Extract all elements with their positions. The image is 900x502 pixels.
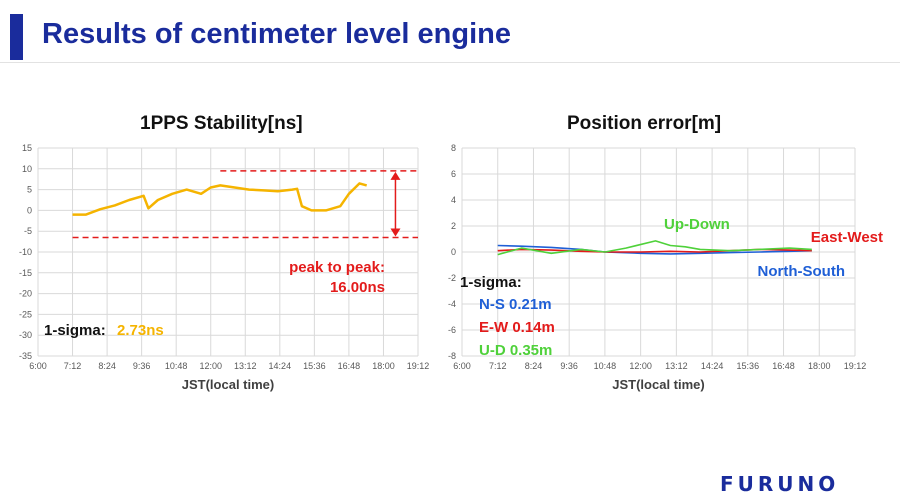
pps-x-tick-label: 14:24 — [269, 361, 292, 371]
pps-x-tick-label: 18:00 — [372, 361, 395, 371]
pos-y-tick-label: 4 — [451, 195, 456, 205]
pos-series-label-up-down: Up-Down — [664, 216, 730, 233]
pps-y-tick-label: -10 — [19, 247, 32, 257]
pos-x-tick-label: 8:24 — [525, 361, 543, 371]
slide-title: Results of centimeter level engine — [42, 18, 511, 50]
pps-y-tick-label: -20 — [19, 289, 32, 299]
pps-y-tick-label: 15 — [22, 143, 32, 153]
pps-y-tick-label: 0 — [27, 205, 32, 215]
pos-y-tick-label: 6 — [451, 169, 456, 179]
pps-x-tick-label: 8:24 — [98, 361, 116, 371]
pos-x-tick-label: 12:00 — [629, 361, 652, 371]
pos-sigma-ud: U-D 0.35m — [479, 342, 552, 359]
pps-series-line — [72, 182, 368, 216]
pps-y-tick-label: 5 — [27, 185, 32, 195]
peak-to-peak-label: peak to peak: — [289, 259, 385, 276]
peak-arrow-head-up — [390, 171, 401, 180]
pos-x-axis-label: JST(local time) — [612, 377, 704, 392]
pps-x-tick-label: 9:36 — [133, 361, 151, 371]
pos-series-up-down — [497, 240, 812, 256]
pos-sigma-ew: E-W 0.14m — [479, 319, 555, 336]
pps-sigma-label: 1-sigma: — [44, 322, 106, 339]
pps-x-axis-label: JST(local time) — [182, 377, 274, 392]
pos-x-tick-label: 19:12 — [844, 361, 867, 371]
pos-y-tick-label: -2 — [448, 273, 456, 283]
position-chart-title: Position error[m] — [567, 113, 722, 134]
pos-series-label-north-south: North-South — [758, 263, 845, 280]
pos-x-tick-label: 9:36 — [560, 361, 578, 371]
pps-y-tick-label: -30 — [19, 330, 32, 340]
pps-y-tick-label: 10 — [22, 164, 32, 174]
pos-series-north-south — [497, 244, 812, 255]
pos-sigma-label: 1-sigma: — [460, 274, 522, 291]
pps-x-tick-label: 6:00 — [29, 361, 47, 371]
pos-y-tick-label: -6 — [448, 325, 456, 335]
pps-x-tick-label: 16:48 — [338, 361, 361, 371]
peak-to-peak-value: 16.00ns — [330, 279, 385, 296]
pps-y-tick-label: -15 — [19, 268, 32, 278]
pos-x-tick-label: 13:12 — [665, 361, 688, 371]
pps-y-tick-label: -25 — [19, 309, 32, 319]
pps-y-tick-label: -35 — [19, 351, 32, 361]
title-divider — [0, 62, 900, 63]
pos-x-tick-label: 6:00 — [453, 361, 471, 371]
furuno-logo: FURUNO — [720, 472, 840, 496]
pps-sigma-value: 2.73ns — [117, 322, 164, 339]
pps-x-tick-label: 13:12 — [234, 361, 257, 371]
pos-y-tick-label: 8 — [451, 143, 456, 153]
pos-x-tick-label: 7:12 — [489, 361, 507, 371]
peak-arrow-head-down — [390, 228, 401, 237]
pos-y-tick-label: -8 — [448, 351, 456, 361]
pos-y-tick-label: -4 — [448, 299, 456, 309]
pps-x-tick-label: 10:48 — [165, 361, 188, 371]
pos-x-tick-label: 16:48 — [772, 361, 795, 371]
pos-y-tick-label: 0 — [451, 247, 456, 257]
pos-x-tick-label: 10:48 — [594, 361, 617, 371]
pos-series-label-east-west: East-West — [811, 229, 883, 246]
pps-x-tick-label: 15:36 — [303, 361, 326, 371]
pps-x-tick-label: 12:00 — [199, 361, 222, 371]
pps-x-tick-label: 7:12 — [64, 361, 82, 371]
pps-x-tick-label: 19:12 — [407, 361, 430, 371]
pos-x-tick-label: 14:24 — [701, 361, 724, 371]
pos-x-tick-label: 18:00 — [808, 361, 831, 371]
title-accent-bar — [10, 14, 23, 60]
pps-y-tick-label: -5 — [24, 226, 32, 236]
pos-sigma-ns: N-S 0.21m — [479, 296, 552, 313]
pps-chart-title: 1PPS Stability[ns] — [140, 113, 303, 134]
pos-x-tick-label: 15:36 — [737, 361, 760, 371]
pos-y-tick-label: 2 — [451, 221, 456, 231]
